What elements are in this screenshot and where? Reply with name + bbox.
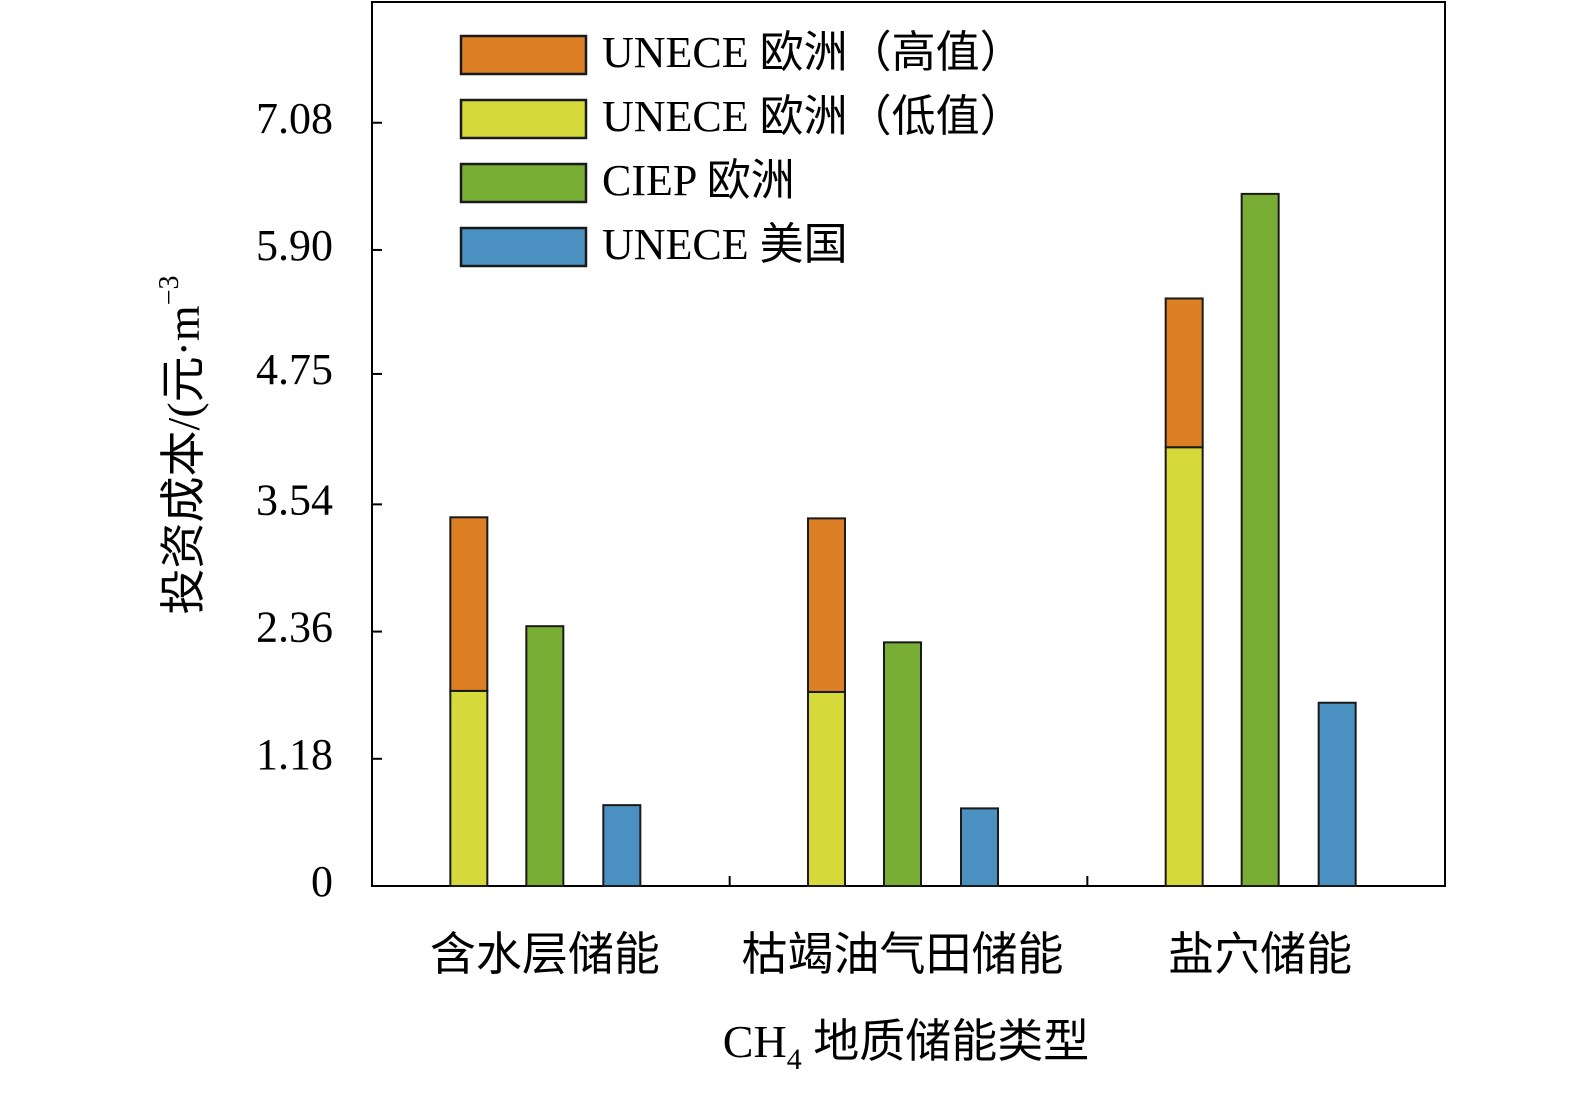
x-tick-label: 枯竭油气田储能 — [742, 929, 1064, 980]
bars — [449, 192, 1357, 888]
legend-label: CIEP 欧洲 — [602, 156, 795, 205]
y-tick-label: 0 — [311, 857, 333, 906]
x-axis: 含水层储能 枯竭油气田储能 盐穴储能 — [430, 876, 1352, 980]
bar-unece-eu-high — [1164, 297, 1204, 449]
legend: UNECE 欧洲（高值） UNECE 欧洲（低值） CIEP 欧洲 UNECE 美国 — [459, 28, 1024, 269]
x-tick-label: 含水层储能 — [430, 929, 660, 980]
legend-swatch — [459, 226, 588, 268]
x-axis-title-sub: 4 — [787, 1043, 802, 1076]
x-axis-title-rest: 地质储能类型 — [802, 1016, 1090, 1067]
y-axis: 0 1.18 2.36 3.54 4.75 5.90 7.08 — [256, 94, 382, 906]
legend-label: UNECE 欧洲（低值） — [602, 92, 1024, 141]
y-tick-label: 2.36 — [256, 603, 333, 652]
legend-label: UNECE 美国 — [602, 220, 848, 269]
bar-unece-eu-high — [449, 516, 489, 692]
y-tick-label: 7.08 — [256, 94, 333, 143]
x-axis-title-main: CH — [723, 1016, 787, 1067]
y-tick-label: 5.90 — [256, 221, 333, 270]
bar-unece-us — [1317, 701, 1357, 887]
bar-ciep-eu — [525, 625, 565, 887]
x-axis-title: CH4 地质储能类型 — [723, 1016, 1089, 1076]
y-tick-label: 1.18 — [256, 730, 333, 779]
y-axis-title: 投资成本/(元·m−3 — [154, 276, 208, 615]
bar-unece-eu-high — [807, 517, 846, 693]
y-axis-title-sup: −3 — [154, 276, 185, 306]
legend-swatch — [459, 162, 588, 204]
bar-unece-us — [602, 804, 642, 888]
y-tick-label: 4.75 — [256, 345, 333, 394]
bar-unece-us — [960, 807, 999, 888]
bar-ciep-eu — [1240, 192, 1280, 887]
bar-ciep-eu — [883, 641, 922, 887]
legend-label: UNECE 欧洲（高值） — [602, 28, 1024, 77]
bar-unece-eu-low — [807, 690, 846, 888]
y-axis-title-main: 投资成本/(元·m — [158, 305, 209, 614]
bar-unece-eu-low — [449, 689, 489, 887]
legend-swatch — [459, 98, 588, 140]
legend-swatch — [459, 34, 588, 76]
bar-unece-eu-low — [1164, 446, 1204, 887]
y-tick-label: 3.54 — [256, 475, 333, 524]
x-tick-label: 盐穴储能 — [1168, 929, 1352, 980]
